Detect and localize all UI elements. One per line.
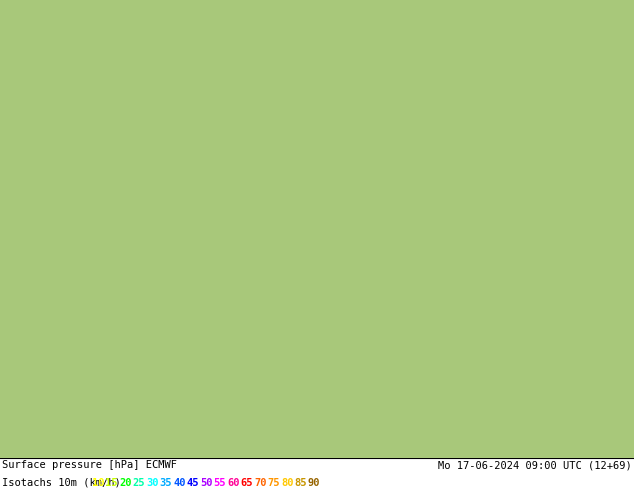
Text: 40: 40 <box>173 478 186 488</box>
Text: 25: 25 <box>133 478 145 488</box>
Text: 65: 65 <box>240 478 253 488</box>
Text: 50: 50 <box>200 478 212 488</box>
Text: 35: 35 <box>160 478 172 488</box>
Text: 45: 45 <box>186 478 199 488</box>
Text: 90: 90 <box>308 478 321 488</box>
Text: 15: 15 <box>105 478 118 488</box>
Text: 55: 55 <box>214 478 226 488</box>
Text: 60: 60 <box>227 478 240 488</box>
Text: 75: 75 <box>268 478 280 488</box>
Text: Isotachs 10m (km/h): Isotachs 10m (km/h) <box>2 478 120 488</box>
Text: Mo 17-06-2024 09:00 UTC (12+69): Mo 17-06-2024 09:00 UTC (12+69) <box>438 460 632 470</box>
Text: 85: 85 <box>295 478 307 488</box>
Text: 70: 70 <box>254 478 266 488</box>
Text: 10: 10 <box>92 478 105 488</box>
Text: 20: 20 <box>119 478 131 488</box>
Text: Surface pressure [hPa] ECMWF: Surface pressure [hPa] ECMWF <box>2 460 177 470</box>
Text: 80: 80 <box>281 478 294 488</box>
Text: 30: 30 <box>146 478 158 488</box>
